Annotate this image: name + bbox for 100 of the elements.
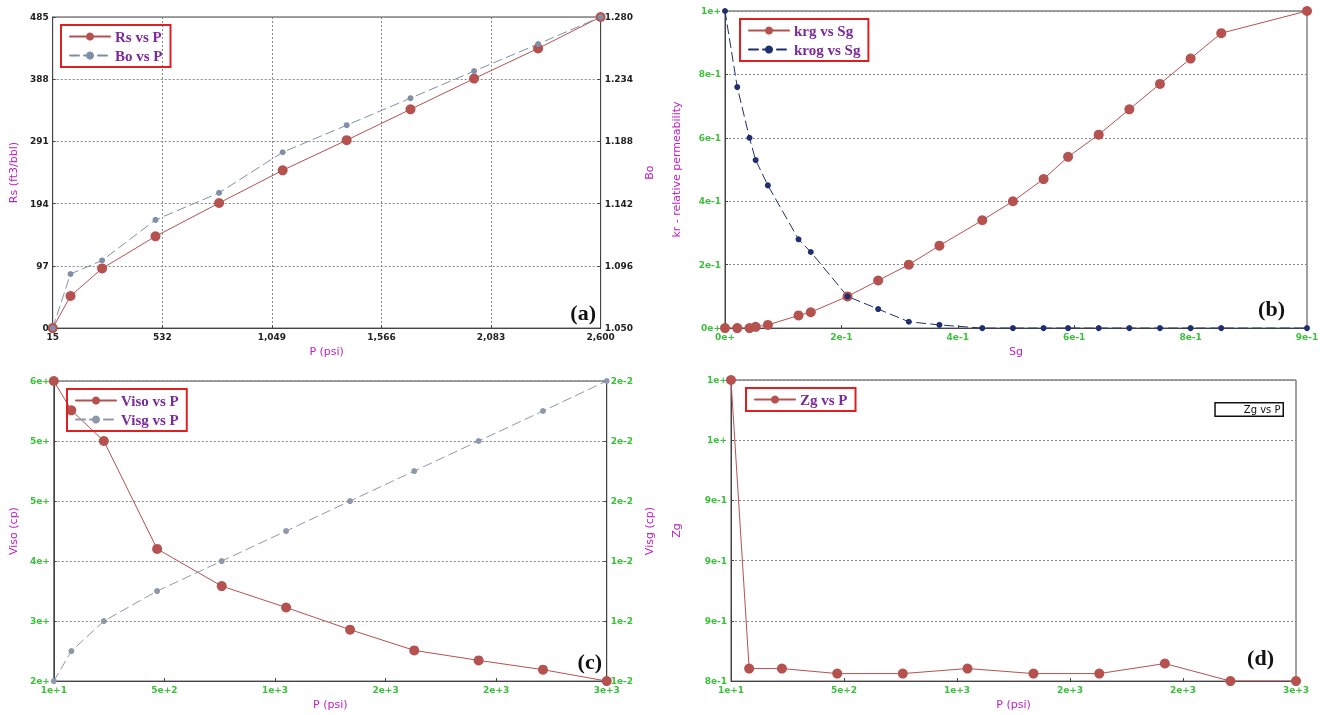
point bbox=[473, 655, 484, 666]
point bbox=[214, 198, 225, 209]
y-tick-label: 4e-1 bbox=[698, 196, 721, 207]
legend-label: Visg vs P bbox=[121, 411, 179, 428]
annotation: (a) bbox=[570, 299, 596, 325]
x-tick-label: 3e+3 bbox=[1282, 684, 1310, 695]
point bbox=[875, 306, 882, 313]
point bbox=[341, 135, 352, 146]
point bbox=[152, 543, 163, 554]
y-tick-label: 1e+ bbox=[707, 435, 727, 446]
point bbox=[98, 436, 109, 447]
x-tick-label: 2e+3 bbox=[1056, 684, 1084, 695]
y-tick-label: 5e+ bbox=[29, 436, 50, 447]
x-tick-label: 2e+3 bbox=[483, 684, 510, 695]
legend-label: krg vs Sg bbox=[794, 22, 854, 39]
x-tick-label: 3e+3 bbox=[593, 684, 620, 695]
y-axis-title: kr - relative permeability bbox=[670, 101, 683, 238]
point bbox=[934, 240, 945, 251]
annotation: Zg vs P bbox=[1243, 404, 1281, 415]
point bbox=[1225, 676, 1236, 687]
y-tick-label: 0e+ bbox=[701, 323, 721, 334]
point bbox=[962, 663, 973, 674]
point bbox=[1126, 325, 1133, 332]
point bbox=[471, 68, 478, 75]
legend-label: krog vs Sg bbox=[794, 41, 861, 58]
point bbox=[475, 438, 482, 445]
point bbox=[1156, 325, 1163, 332]
point bbox=[795, 236, 802, 243]
point bbox=[1216, 28, 1227, 39]
point bbox=[1065, 325, 1072, 332]
x-tick-label: 2,083 bbox=[476, 331, 506, 342]
annotation: (c) bbox=[577, 648, 602, 674]
x-tick-label: 15 bbox=[46, 331, 59, 342]
point bbox=[1291, 676, 1301, 687]
y2-tick-label: 1.188 bbox=[604, 136, 634, 147]
y-tick-label: 5e+ bbox=[29, 496, 50, 507]
point bbox=[1009, 325, 1016, 332]
point bbox=[1038, 174, 1049, 185]
point bbox=[776, 663, 787, 674]
x-tick-label: 8e-1 bbox=[1179, 331, 1202, 342]
point bbox=[1159, 658, 1170, 669]
y-tick-label: 194 bbox=[29, 198, 49, 209]
y-tick-label: 2e-1 bbox=[698, 259, 721, 270]
point bbox=[732, 323, 743, 334]
point bbox=[936, 321, 943, 328]
y-tick-label: 3e+ bbox=[29, 616, 50, 627]
point bbox=[977, 215, 988, 226]
point bbox=[734, 84, 741, 91]
point bbox=[750, 321, 761, 332]
point bbox=[150, 231, 161, 242]
point bbox=[405, 104, 416, 115]
point bbox=[1063, 151, 1074, 162]
point bbox=[469, 73, 480, 84]
point bbox=[538, 664, 548, 675]
point bbox=[903, 259, 914, 270]
x-tick-label: 1e+1 bbox=[717, 684, 745, 695]
point bbox=[1185, 53, 1196, 64]
point bbox=[832, 668, 843, 679]
legend-label: Rs vs P bbox=[115, 28, 162, 45]
point bbox=[100, 618, 107, 625]
y-tick-label: 0 bbox=[42, 323, 49, 334]
point bbox=[764, 182, 771, 189]
point bbox=[905, 318, 912, 325]
y2-tick-label: 1.050 bbox=[604, 323, 634, 334]
y-tick-label: 388 bbox=[29, 74, 49, 85]
y2-tick-label: 1.096 bbox=[604, 260, 634, 271]
point bbox=[279, 149, 286, 156]
point bbox=[216, 189, 223, 196]
x-tick-label: 9e-1 bbox=[1295, 331, 1319, 342]
y-tick-label: 1e+ bbox=[701, 6, 721, 16]
y2-tick-label: 1.234 bbox=[604, 74, 634, 85]
y-tick-label: 9e-1 bbox=[704, 495, 727, 506]
point bbox=[1154, 78, 1165, 89]
point bbox=[873, 275, 884, 286]
y-tick-label: 6e+ bbox=[29, 376, 50, 386]
point bbox=[752, 157, 759, 164]
point bbox=[762, 319, 773, 330]
point bbox=[48, 376, 59, 386]
point bbox=[746, 134, 753, 141]
point bbox=[540, 408, 546, 415]
point bbox=[535, 41, 542, 48]
x-tick-label: 1e+3 bbox=[261, 684, 289, 695]
x-tick-label: 1,049 bbox=[257, 331, 287, 342]
x-tick-label: 532 bbox=[152, 331, 172, 342]
x-tick-label: 1,566 bbox=[367, 331, 396, 342]
point bbox=[345, 624, 356, 635]
y2-tick-label: 2e-2 bbox=[610, 436, 634, 447]
y-tick-label: 4e+ bbox=[29, 556, 50, 567]
y2-tick-label: 1.142 bbox=[604, 198, 634, 209]
x-tick-label: 4e-1 bbox=[946, 331, 969, 342]
point bbox=[343, 122, 350, 129]
y-tick-label: 1e+ bbox=[707, 375, 727, 385]
point bbox=[347, 498, 354, 505]
point bbox=[1094, 668, 1105, 679]
y-axis-title: Zg bbox=[670, 523, 683, 538]
point bbox=[97, 263, 108, 274]
x-axis-title: P (psi) bbox=[313, 698, 348, 711]
x-tick-label: 2e+3 bbox=[1169, 684, 1197, 695]
point bbox=[407, 95, 414, 102]
x-axis-title: P (psi) bbox=[309, 345, 344, 358]
